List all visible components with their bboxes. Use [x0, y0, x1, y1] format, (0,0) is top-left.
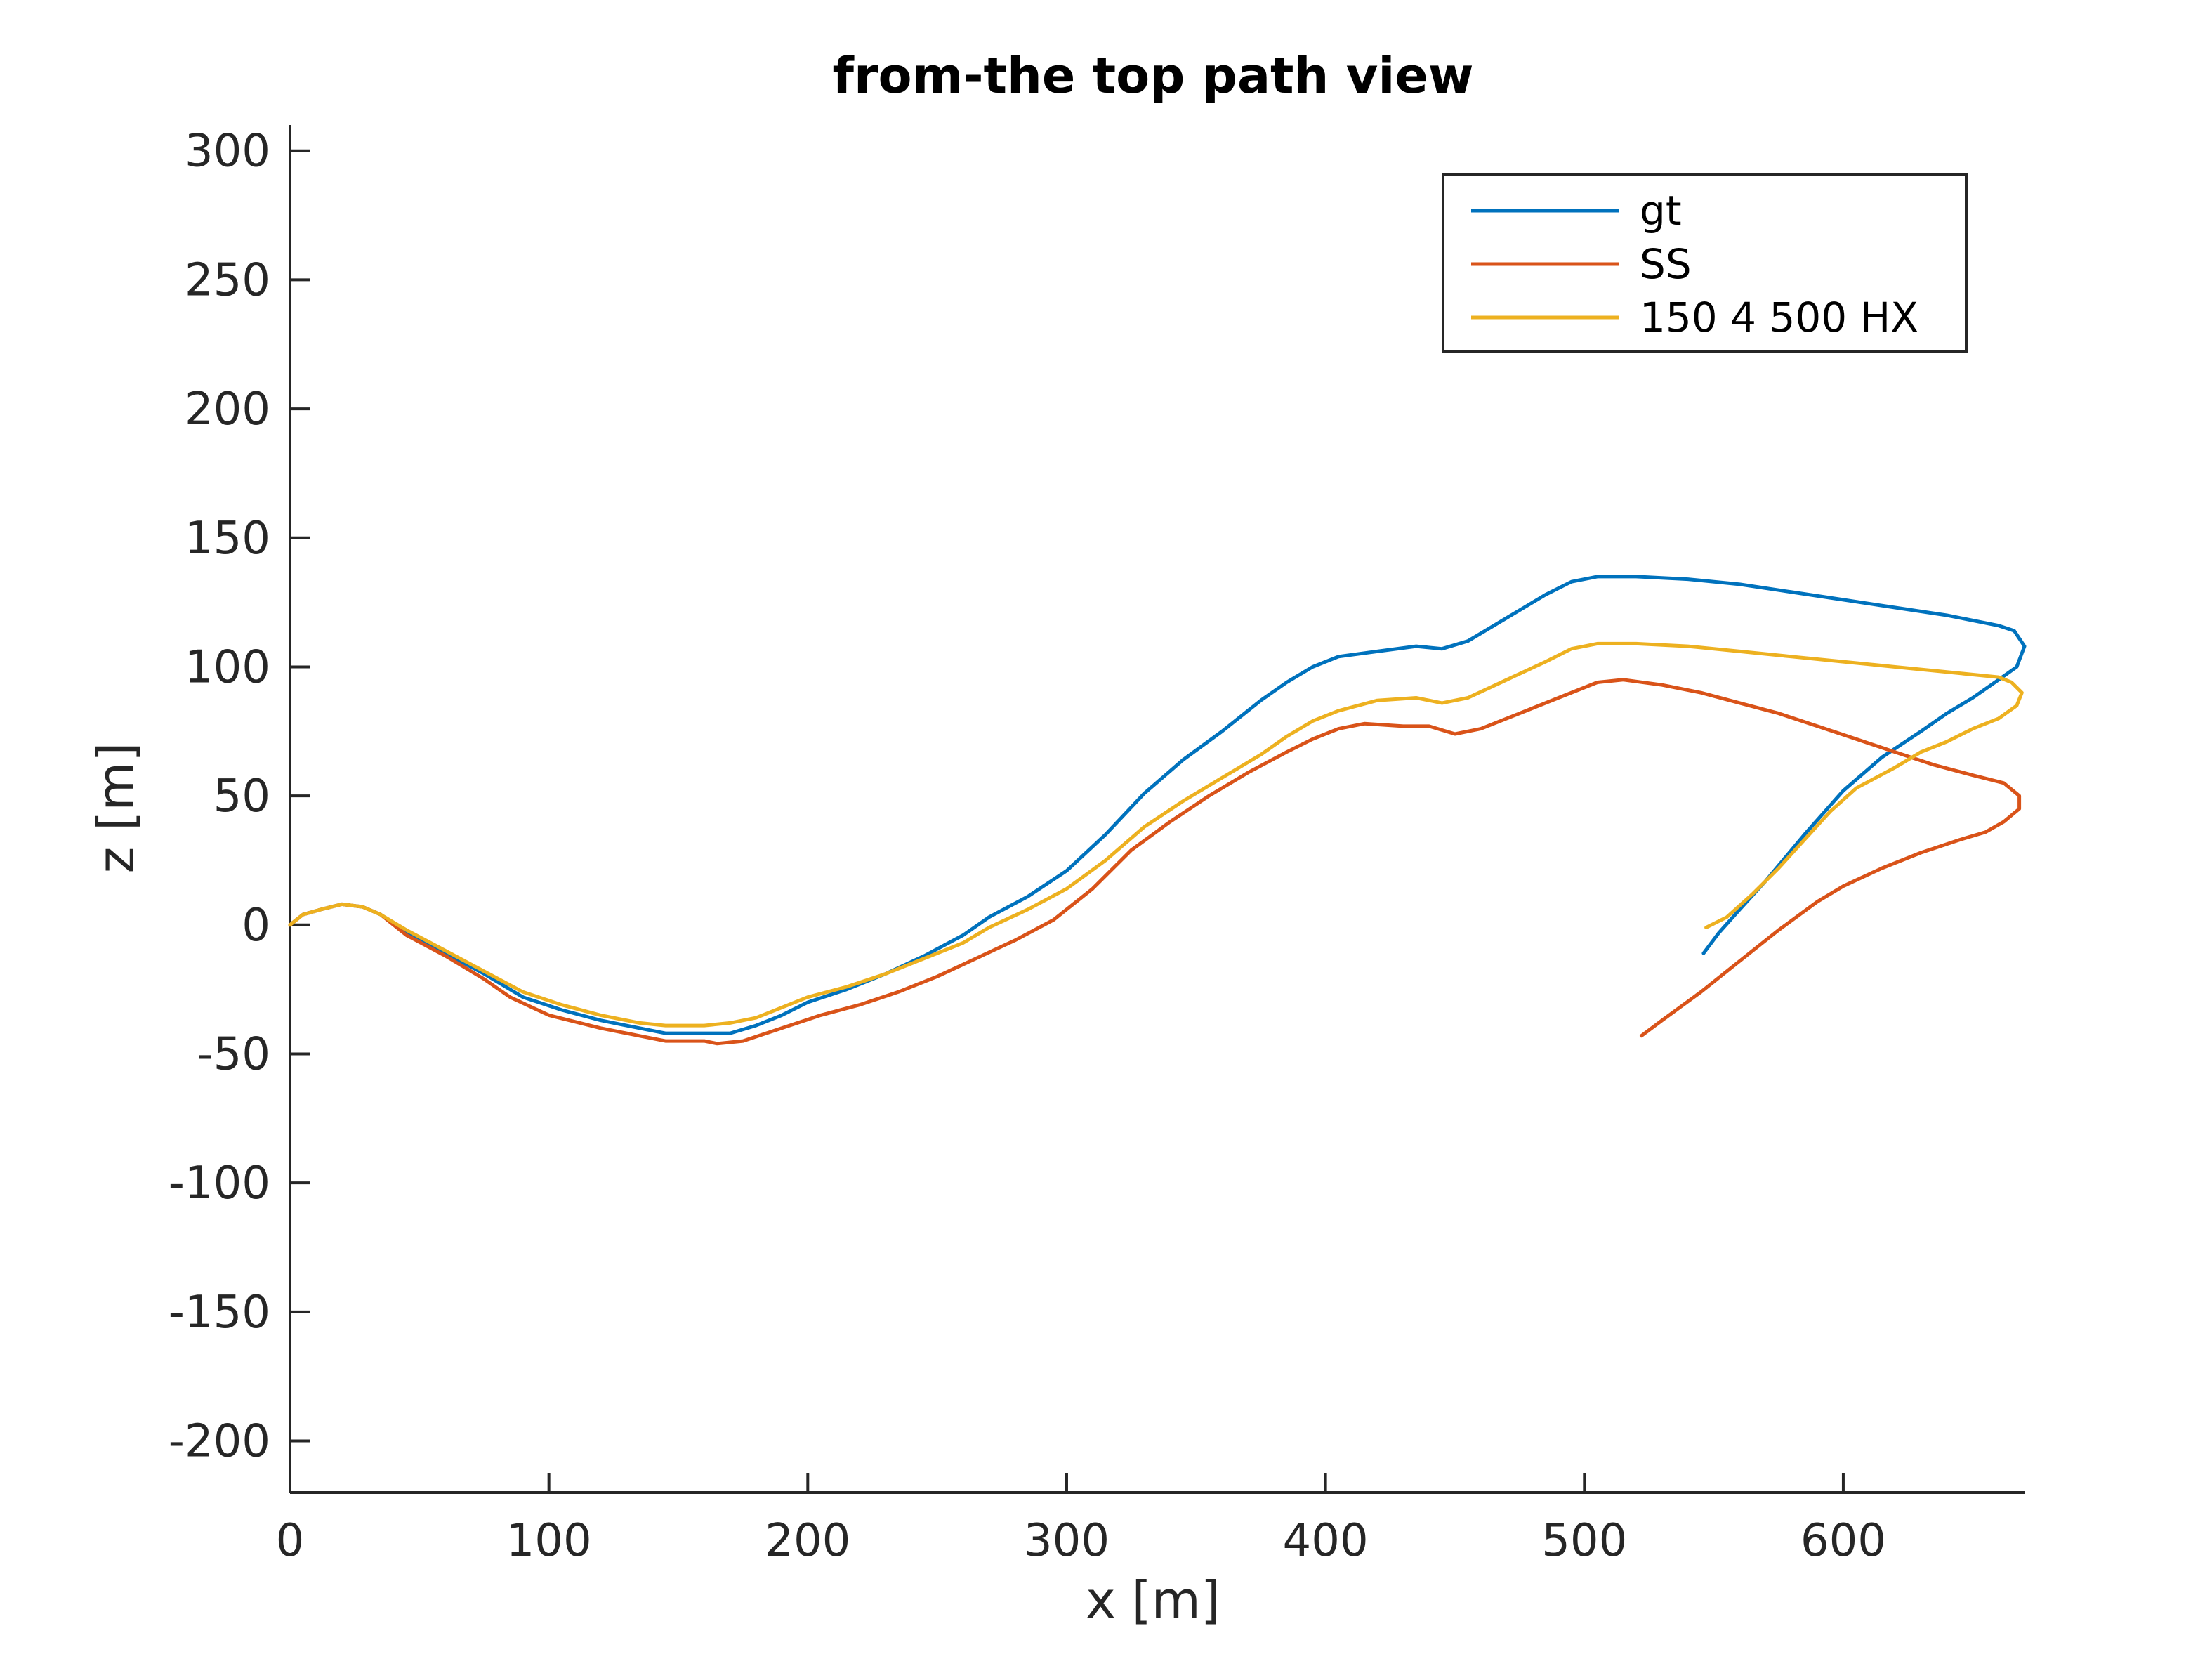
x-tick-label: 0 [276, 1515, 305, 1567]
series-line-0 [288, 575, 2027, 1035]
series-line-2 [288, 641, 2024, 1028]
axes [289, 125, 2025, 1494]
y-axis-ticks: 300 250 200 150 100 50 0 -50 -100 -150 -200 [169, 126, 310, 1468]
legend-label-1: SS [1640, 240, 1692, 288]
x-tick-label: 500 [1541, 1515, 1627, 1567]
y-tick-label: 200 [185, 383, 270, 435]
legend-label-0: gt [1640, 187, 1682, 235]
y-tick-label: -50 [197, 1028, 270, 1080]
y-tick-label: -100 [169, 1158, 270, 1209]
x-tick-label: 300 [1024, 1515, 1110, 1567]
y-tick-label: 150 [185, 513, 270, 565]
x-axis-ticks: 0 100 200 300 400 500 600 [276, 1473, 1886, 1567]
y-axis-label: z [m] [86, 742, 145, 874]
series-line-1 [288, 678, 2022, 1046]
x-tick-label: 600 [1800, 1515, 1886, 1567]
y-tick-label: 50 [213, 771, 270, 822]
y-tick-label: 300 [185, 126, 270, 178]
y-tick-label: 0 [242, 900, 270, 952]
x-tick-label: 400 [1283, 1515, 1369, 1567]
legend: gt SS 150 4 500 HX [1442, 173, 1968, 353]
x-tick-label: 100 [506, 1515, 592, 1567]
chart-title: from-the top path view [832, 47, 1473, 105]
y-tick-label: 250 [185, 254, 270, 306]
y-tick-label: -200 [169, 1416, 270, 1468]
legend-label-2: 150 4 500 HX [1640, 294, 1918, 341]
series-lines [288, 575, 2027, 1046]
x-axis-label: x [m] [1086, 1571, 1220, 1630]
y-tick-label: -150 [169, 1287, 270, 1339]
y-tick-label: 100 [185, 641, 270, 693]
x-tick-label: 200 [765, 1515, 850, 1567]
